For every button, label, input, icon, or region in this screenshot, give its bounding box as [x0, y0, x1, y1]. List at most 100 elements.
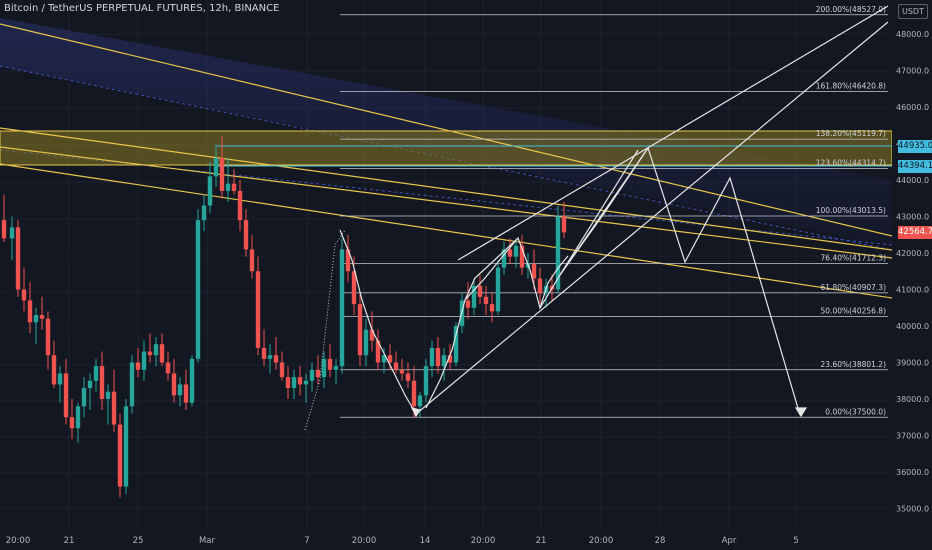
- candle-up: [453, 322, 459, 367]
- candle-up: [225, 158, 231, 202]
- time-tick-label: 5: [793, 536, 798, 546]
- candle-up: [57, 366, 63, 403]
- time-tick-label: 21: [64, 536, 75, 546]
- candle-down: [561, 201, 567, 239]
- fib-level-label: 76.40%(41712.3): [821, 254, 887, 263]
- price-tick-label: 38000.0: [896, 395, 929, 404]
- time-tick-label: Apr: [722, 536, 737, 546]
- time-axis-ticks: 20:00 21 25 Mar 7 20:00 14 20:00 21 20:00 28 Apr 5: [6, 536, 799, 546]
- price-axis-panel[interactable]: [892, 0, 932, 530]
- candle-down: [1, 194, 7, 243]
- candle-up: [339, 238, 345, 374]
- candlesticks: [1, 136, 567, 498]
- candle-up: [153, 336, 159, 367]
- grid: [0, 0, 892, 530]
- candle-down: [237, 180, 243, 232]
- candle-down: [393, 351, 399, 374]
- time-tick-label: 25: [133, 536, 144, 546]
- candle-down: [285, 366, 291, 399]
- candle-down: [51, 340, 57, 389]
- time-tick-label: 28: [655, 536, 666, 546]
- candle-down: [489, 293, 495, 323]
- candle-down: [231, 169, 237, 195]
- time-tick-label: 20:00: [471, 536, 496, 546]
- candle-up: [81, 377, 87, 418]
- candle-up: [417, 391, 423, 418]
- fib-level-label: 61.80%(40907.3): [821, 283, 887, 292]
- candle-up: [33, 307, 39, 345]
- candle-down: [297, 366, 303, 396]
- candle-down: [465, 282, 471, 319]
- time-tick-label: 20:00: [352, 536, 377, 546]
- candle-down: [15, 220, 21, 297]
- candle-up: [501, 242, 507, 275]
- candle-down: [345, 234, 351, 283]
- candle-up: [87, 373, 93, 410]
- candle-up: [189, 355, 195, 407]
- last-price-tag: 42564.7: [898, 226, 932, 240]
- fib-level-label: 0.00%(37500.0): [825, 407, 886, 416]
- candle-up: [207, 161, 213, 213]
- candle-down: [27, 282, 33, 334]
- price-tick-label: 44000.0: [896, 176, 929, 185]
- candle-down: [399, 358, 405, 381]
- candle-down: [537, 267, 543, 305]
- candle-down: [375, 329, 381, 370]
- fib-level-label: 100.00%(43013.5): [816, 206, 886, 215]
- candle-up: [213, 147, 219, 188]
- candle-down: [39, 296, 45, 330]
- symbol-header[interactable]: Bitcoin / TetherUS PERPETUAL FUTURES, 12…: [4, 3, 280, 14]
- candle-up: [9, 216, 15, 261]
- candle-up: [495, 260, 501, 316]
- price-tick-label: 48000.0: [896, 30, 929, 39]
- fib-level-label: 161.80%(46420.8): [816, 82, 886, 91]
- candle-up: [429, 340, 435, 378]
- candle-up: [363, 318, 369, 367]
- fib-level-label: 200.00%(48527.0): [816, 5, 886, 14]
- price-tick-label: 35000.0: [896, 505, 929, 514]
- supply-zone: [0, 130, 893, 166]
- candle-down: [135, 347, 141, 378]
- price-tick-label: 40000.0: [896, 322, 929, 331]
- candle-up: [333, 358, 339, 385]
- fib-level-label: 50.00%(40256.8): [821, 307, 887, 316]
- candle-down: [147, 333, 153, 363]
- price-tick-label: 47000.0: [896, 67, 929, 76]
- fibonacci-extension[interactable]: 200.00%(48527.0) 161.80%(46420.8) 138.20%(…: [340, 5, 888, 418]
- candle-up: [93, 358, 99, 392]
- candle-down: [183, 369, 189, 410]
- candle-down: [357, 293, 363, 367]
- blue-dashed-trendline: [0, 65, 893, 251]
- time-axis-panel[interactable]: [0, 530, 932, 550]
- candle-up: [513, 238, 519, 268]
- candle-up: [303, 373, 309, 403]
- candle-down: [69, 399, 75, 440]
- candle-down: [435, 336, 441, 374]
- candle-down: [279, 351, 285, 381]
- level-price-tag: 44394.1: [898, 159, 932, 173]
- candle-down: [369, 311, 375, 352]
- candle-down: [483, 285, 489, 316]
- time-tick-label: 14: [420, 536, 431, 546]
- price-tick-label: 36000.0: [896, 468, 929, 477]
- candle-up: [201, 194, 207, 232]
- candle-down: [477, 274, 483, 305]
- candle-down: [519, 234, 525, 275]
- candle-down: [45, 311, 51, 370]
- candle-up: [291, 369, 297, 399]
- time-tick-label: 21: [536, 536, 547, 546]
- candle-down: [117, 413, 123, 498]
- candle-up: [321, 351, 327, 389]
- price-tick-label: 43000.0: [896, 213, 929, 222]
- currency-unit-button[interactable]: USDT: [898, 4, 928, 19]
- candle-down: [405, 362, 411, 389]
- price-tick-label: 41000.0: [896, 286, 929, 295]
- candle-down: [273, 336, 279, 370]
- candle-down: [171, 358, 177, 403]
- candle-down: [159, 333, 165, 367]
- candle-down: [111, 369, 117, 432]
- candle-down: [327, 344, 333, 378]
- time-tick-label: 20:00: [6, 536, 31, 546]
